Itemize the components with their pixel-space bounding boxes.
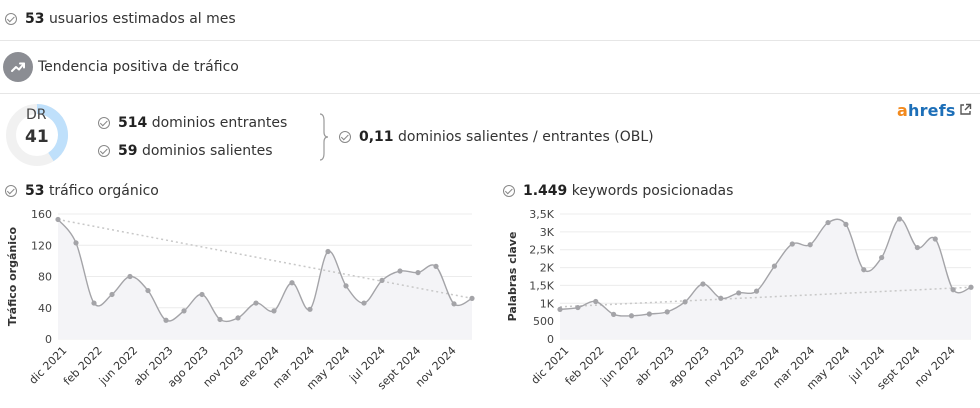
- data-point: [181, 308, 187, 314]
- divider: [0, 40, 980, 41]
- data-point: [646, 311, 652, 317]
- data-point: [914, 244, 920, 251]
- y-tick-label: 120: [31, 239, 52, 252]
- data-point: [361, 300, 367, 306]
- monthly-users-row: 53 usuarios estimados al mes: [5, 11, 236, 27]
- check-circle-icon: [503, 185, 515, 197]
- y-tick-label: 2K: [540, 262, 555, 275]
- data-point: [593, 298, 599, 305]
- y-tick-label: 40: [38, 302, 52, 315]
- organic-traffic-title: 53 tráfico orgánico: [25, 183, 159, 199]
- divider: [0, 93, 980, 94]
- y-axis-label: Palabras clave: [506, 232, 519, 322]
- y-tick-label: 0: [547, 333, 554, 346]
- dr-label: DR: [26, 107, 47, 123]
- check-circle-icon: [98, 117, 110, 129]
- data-point: [271, 308, 277, 314]
- data-point: [55, 216, 61, 223]
- data-point: [109, 291, 115, 298]
- data-point: [145, 287, 151, 294]
- data-point: [628, 313, 635, 319]
- data-point: [825, 219, 831, 226]
- y-tick-label: 1,5K: [529, 279, 554, 292]
- data-point: [807, 242, 813, 248]
- data-point: [451, 301, 457, 307]
- traffic-trend-row: Tendencia positiva de tráfico: [3, 52, 239, 82]
- data-point: [397, 268, 403, 274]
- data-point: [199, 291, 205, 298]
- obl-text: 0,11 dominios salientes / entrantes (OBL…: [359, 129, 654, 145]
- trend-line: [559, 286, 972, 308]
- series-area: [58, 219, 472, 339]
- data-point: [682, 299, 688, 305]
- data-point: [253, 300, 259, 306]
- data-point: [469, 295, 475, 301]
- data-point: [91, 300, 97, 306]
- data-point: [217, 316, 223, 323]
- check-circle-icon: [98, 145, 110, 157]
- y-tick-label: 2,5K: [529, 244, 554, 257]
- data-point: [753, 288, 760, 294]
- trend-line: [57, 218, 473, 300]
- data-point: [433, 263, 439, 269]
- data-point: [415, 269, 421, 276]
- data-point: [789, 241, 795, 247]
- trending-up-icon: [3, 52, 33, 82]
- data-point: [950, 287, 956, 293]
- data-point: [575, 304, 581, 311]
- y-axis-label: Tráfico orgánico: [6, 226, 19, 326]
- organic-traffic-header: 53 tráfico orgánico: [5, 183, 159, 199]
- dr-gauge: [6, 104, 68, 166]
- data-point: [325, 248, 331, 255]
- check-circle-icon: [5, 185, 17, 197]
- series-area: [560, 218, 971, 339]
- data-point: [896, 216, 903, 222]
- y-tick-label: 160: [31, 208, 52, 221]
- outgoing-domains-row: 59 dominios salientes: [98, 143, 273, 159]
- data-point: [289, 280, 295, 286]
- data-point: [235, 315, 241, 321]
- brace-divider: [319, 113, 329, 161]
- data-point: [879, 254, 885, 261]
- data-point: [843, 221, 849, 227]
- data-point: [718, 295, 724, 301]
- y-tick-label: 500: [533, 315, 554, 328]
- dr-value: 41: [25, 127, 49, 147]
- keywords-title: 1.449 keywords posicionadas: [523, 183, 734, 199]
- check-circle-icon: [339, 131, 351, 143]
- data-point: [557, 306, 563, 312]
- data-point: [700, 281, 706, 287]
- data-point: [343, 283, 349, 289]
- keywords-header: 1.449 keywords posicionadas: [503, 183, 733, 199]
- incoming-domains-row: 514 dominios entrantes: [98, 115, 287, 131]
- data-point: [664, 309, 670, 315]
- data-point: [163, 317, 169, 323]
- data-point: [127, 273, 133, 280]
- traffic-trend-label: Tendencia positiva de tráfico: [38, 59, 239, 75]
- y-tick-label: 0: [45, 333, 52, 346]
- y-tick-label: 1K: [540, 297, 555, 310]
- data-point: [73, 240, 79, 246]
- data-point: [611, 311, 617, 317]
- y-tick-label: 3K: [540, 226, 555, 239]
- obl-row: 0,11 dominios salientes / entrantes (OBL…: [339, 129, 654, 145]
- y-tick-label: 80: [38, 271, 52, 284]
- ahrefs-logo[interactable]: ahrefs: [897, 101, 956, 120]
- data-point: [307, 306, 313, 312]
- data-point: [968, 284, 974, 290]
- y-tick-label: 3,5K: [529, 208, 554, 221]
- x-tick-label: feb 2022: [61, 344, 105, 388]
- incoming-domains-text: 514 dominios entrantes: [118, 115, 288, 131]
- data-point: [379, 277, 385, 284]
- data-point: [932, 236, 938, 242]
- data-point: [861, 267, 867, 273]
- monthly-users-text: 53 usuarios estimados al mes: [25, 11, 236, 27]
- outgoing-domains-text: 59 dominios salientes: [118, 143, 273, 159]
- external-link-icon[interactable]: [959, 103, 972, 116]
- check-circle-icon: [5, 13, 17, 25]
- data-point: [771, 263, 778, 269]
- data-point: [736, 290, 742, 296]
